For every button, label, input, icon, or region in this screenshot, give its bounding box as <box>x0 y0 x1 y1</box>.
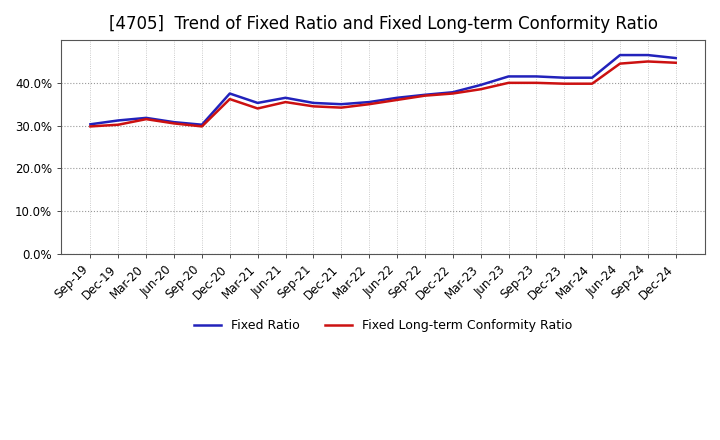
Fixed Ratio <box>560 75 569 81</box>
Fixed Long-term Conformity Ratio <box>420 93 429 98</box>
Fixed Long-term Conformity Ratio <box>253 106 262 111</box>
Fixed Ratio <box>197 122 206 127</box>
Title: [4705]  Trend of Fixed Ratio and Fixed Long-term Conformity Ratio: [4705] Trend of Fixed Ratio and Fixed Lo… <box>109 15 657 33</box>
Fixed Long-term Conformity Ratio <box>392 97 401 103</box>
Fixed Ratio <box>253 100 262 106</box>
Fixed Long-term Conformity Ratio <box>616 61 624 66</box>
Fixed Long-term Conformity Ratio <box>365 102 374 107</box>
Fixed Long-term Conformity Ratio <box>560 81 569 86</box>
Fixed Ratio <box>477 82 485 88</box>
Fixed Ratio <box>365 99 374 105</box>
Fixed Long-term Conformity Ratio <box>672 60 680 66</box>
Fixed Ratio <box>532 74 541 79</box>
Fixed Long-term Conformity Ratio <box>644 59 652 64</box>
Fixed Ratio <box>309 100 318 106</box>
Fixed Ratio <box>170 120 179 125</box>
Fixed Long-term Conformity Ratio <box>197 124 206 129</box>
Fixed Ratio <box>588 75 596 81</box>
Fixed Ratio <box>282 95 290 100</box>
Fixed Ratio <box>114 118 122 123</box>
Fixed Ratio <box>142 115 150 121</box>
Fixed Long-term Conformity Ratio <box>170 121 179 126</box>
Fixed Ratio <box>225 91 234 96</box>
Fixed Ratio <box>616 52 624 58</box>
Fixed Long-term Conformity Ratio <box>225 96 234 102</box>
Fixed Long-term Conformity Ratio <box>114 122 122 127</box>
Line: Fixed Ratio: Fixed Ratio <box>91 55 676 125</box>
Fixed Long-term Conformity Ratio <box>588 81 596 86</box>
Fixed Long-term Conformity Ratio <box>337 105 346 110</box>
Fixed Ratio <box>449 90 457 95</box>
Fixed Ratio <box>392 95 401 100</box>
Line: Fixed Long-term Conformity Ratio: Fixed Long-term Conformity Ratio <box>91 62 676 126</box>
Fixed Ratio <box>672 55 680 61</box>
Fixed Long-term Conformity Ratio <box>142 117 150 122</box>
Fixed Long-term Conformity Ratio <box>504 80 513 85</box>
Fixed Long-term Conformity Ratio <box>532 80 541 85</box>
Fixed Long-term Conformity Ratio <box>86 124 95 129</box>
Fixed Long-term Conformity Ratio <box>282 99 290 105</box>
Fixed Ratio <box>504 74 513 79</box>
Fixed Long-term Conformity Ratio <box>449 91 457 96</box>
Fixed Ratio <box>420 92 429 97</box>
Fixed Ratio <box>644 52 652 58</box>
Fixed Long-term Conformity Ratio <box>477 87 485 92</box>
Fixed Ratio <box>86 121 95 127</box>
Fixed Long-term Conformity Ratio <box>309 104 318 109</box>
Legend: Fixed Ratio, Fixed Long-term Conformity Ratio: Fixed Ratio, Fixed Long-term Conformity … <box>189 314 577 337</box>
Fixed Ratio <box>337 102 346 107</box>
